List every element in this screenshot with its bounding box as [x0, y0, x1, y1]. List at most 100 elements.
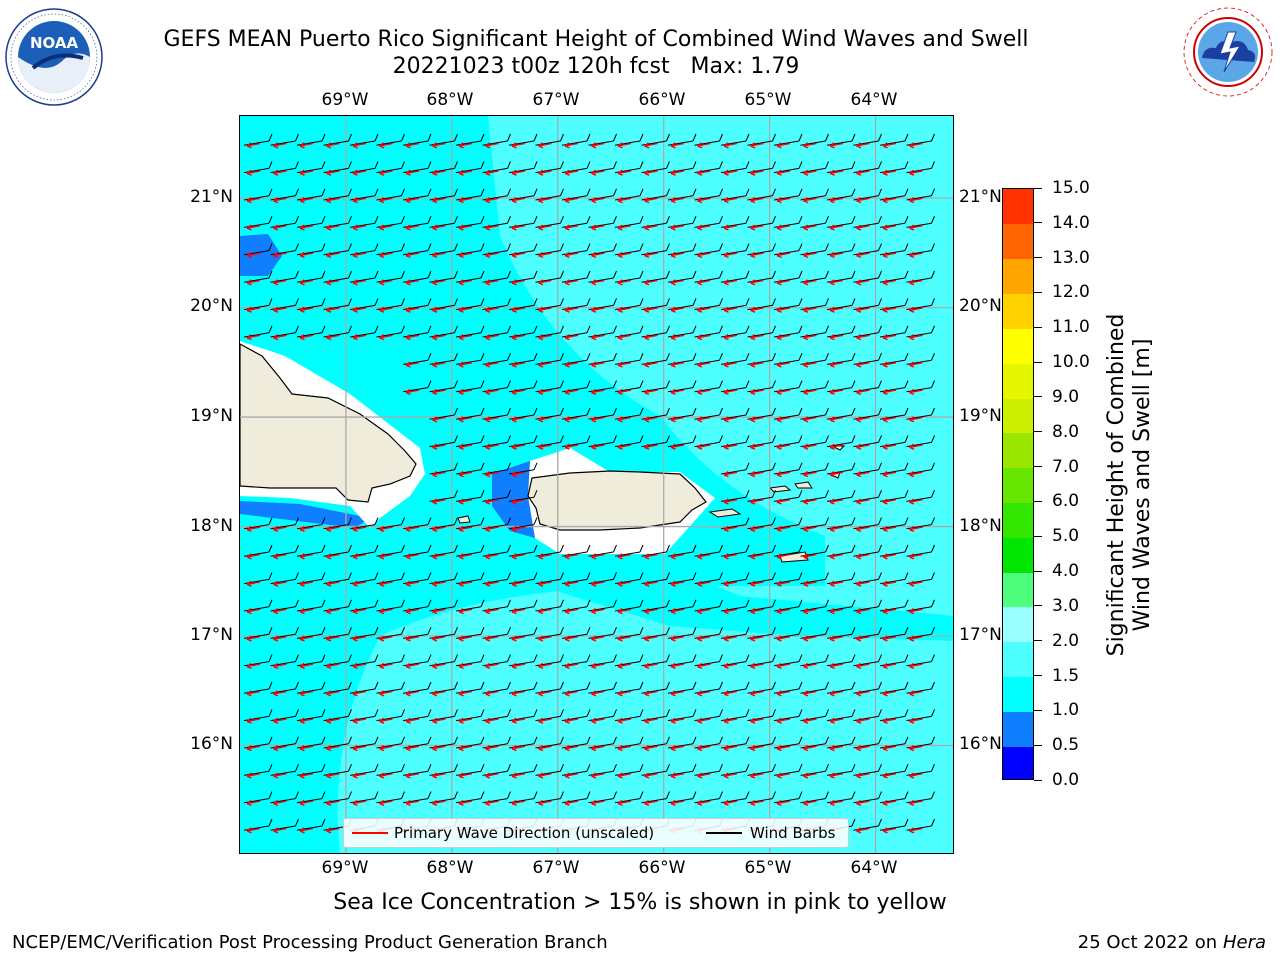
lat-label-right-17n: 17°N — [959, 625, 1001, 645]
wave-direction-arrow — [909, 388, 923, 396]
wave-direction-arrow — [750, 580, 764, 587]
wave-direction-arrow — [511, 224, 526, 231]
wave-direction-arrow — [352, 799, 367, 807]
wave-direction-arrow — [856, 745, 870, 752]
wave-direction-arrow — [617, 553, 632, 560]
wave-direction-arrow — [485, 580, 499, 587]
wave-direction-arrow — [856, 553, 870, 560]
colorbar-tick-mark — [1034, 222, 1042, 224]
wave-direction-arrow — [670, 635, 685, 642]
wave-direction-arrow — [750, 279, 764, 286]
wave-direction-arrow — [379, 799, 393, 807]
wave-direction-arrow — [617, 580, 632, 587]
wave-direction-arrow — [670, 662, 685, 670]
wave-direction-arrow — [326, 608, 340, 615]
wave-direction-arrow — [432, 799, 446, 807]
wave-direction-arrow — [379, 717, 393, 724]
wave-direction-arrow — [458, 772, 473, 779]
wave-direction-arrow — [723, 334, 738, 341]
wave-direction-arrow — [511, 717, 526, 724]
wave-direction-arrow — [591, 361, 605, 368]
wave-direction-arrow — [856, 690, 870, 697]
colorbar-tick-mark — [1034, 500, 1042, 502]
wave-direction-arrow — [432, 142, 446, 149]
wave-direction-arrow — [856, 251, 870, 259]
wave-direction-arrow — [909, 471, 923, 478]
wave-direction-arrow — [299, 635, 314, 642]
wave-direction-arrow — [273, 827, 287, 834]
colorbar-tick-mark — [1034, 675, 1042, 677]
wave-direction-arrow — [723, 553, 738, 560]
wave-direction-arrow — [352, 745, 367, 752]
wave-direction-arrow — [326, 635, 340, 642]
wave-direction-arrow — [511, 334, 526, 341]
wave-direction-arrow — [909, 416, 923, 423]
wave-direction-arrow — [697, 197, 711, 204]
wave-direction-arrow — [750, 416, 764, 423]
wave-direction-arrow — [485, 608, 499, 615]
wave-direction-arrow — [511, 580, 526, 587]
wave-direction-arrow — [776, 306, 791, 313]
wave-direction-arrow — [750, 334, 764, 341]
wave-direction-arrow — [246, 197, 261, 204]
wave-direction-arrow — [352, 224, 367, 231]
wave-direction-arrow — [829, 224, 844, 231]
wave-direction-arrow — [379, 580, 393, 587]
wave-direction-arrow — [538, 416, 552, 423]
wave-direction-arrow — [644, 662, 658, 670]
wave-direction-arrow — [670, 279, 685, 286]
colorbar-label-text: Significant Height of Combined Wind Waves… — [1104, 314, 1156, 657]
vieques-land — [708, 508, 742, 518]
wave-direction-arrow — [326, 334, 340, 341]
wave-direction-arrow — [379, 662, 393, 670]
colorbar-tick-label: 13.0 — [1052, 247, 1090, 268]
wave-direction-arrow — [564, 443, 579, 450]
wave-direction-arrow — [670, 334, 685, 341]
wave-direction-arrow — [326, 224, 340, 231]
sea-ice-note: Sea Ice Concentration > 15% is shown in … — [333, 890, 947, 915]
lat-label-right-16n: 16°N — [959, 734, 1001, 754]
wave-direction-arrow — [564, 799, 579, 807]
wave-direction-arrow — [856, 498, 870, 505]
wave-direction-arrow — [723, 279, 738, 286]
wave-direction-arrow — [882, 772, 897, 779]
wave-direction-arrow — [829, 334, 844, 341]
wave-direction-arrow — [538, 388, 552, 396]
wave-direction-arrow — [246, 772, 261, 779]
wave-direction-arrow — [273, 799, 287, 807]
wave-direction-arrow — [856, 580, 870, 587]
wave-direction-arrow — [299, 717, 314, 724]
wave-direction-arrow — [564, 306, 579, 313]
wave-direction-arrow — [564, 142, 579, 149]
wave-direction-arrow — [352, 553, 367, 560]
wave-direction-arrow — [882, 690, 897, 697]
colorbar-tick-mark — [1034, 291, 1042, 293]
wave-direction-arrow — [299, 224, 314, 231]
wave-direction-arrow — [458, 306, 473, 313]
wave-direction-arrow — [458, 498, 473, 505]
wave-direction-arrow — [697, 745, 711, 752]
wave-direction-arrow — [591, 388, 605, 396]
wave-direction-arrow — [591, 580, 605, 587]
wave-direction-arrow — [776, 662, 791, 670]
wave-direction-arrow — [591, 197, 605, 204]
colorbar-tick-mark — [1034, 257, 1042, 259]
wave-direction-arrow — [538, 745, 552, 752]
wave-direction-arrow — [803, 388, 817, 396]
wave-direction-arrow — [617, 635, 632, 642]
colorbar-tick-mark — [1034, 535, 1042, 537]
wave-direction-arrow — [670, 251, 685, 259]
wave-direction-arrow — [829, 799, 844, 807]
wave-direction-arrow — [246, 306, 261, 313]
wave-direction-arrow — [803, 772, 817, 779]
wave-direction-arrow — [273, 745, 287, 752]
wave-direction-arrow — [352, 306, 367, 313]
wave-direction-arrow — [776, 197, 791, 204]
wave-direction-arrow — [458, 635, 473, 642]
wave-direction-arrow — [485, 799, 499, 807]
wave-direction-arrow — [670, 169, 685, 176]
wave-direction-arrow — [246, 279, 261, 286]
wave-band-0-5-1-0-hisp-south — [240, 501, 370, 528]
wave-direction-arrow — [299, 197, 314, 204]
wave-direction-arrow — [803, 498, 817, 505]
